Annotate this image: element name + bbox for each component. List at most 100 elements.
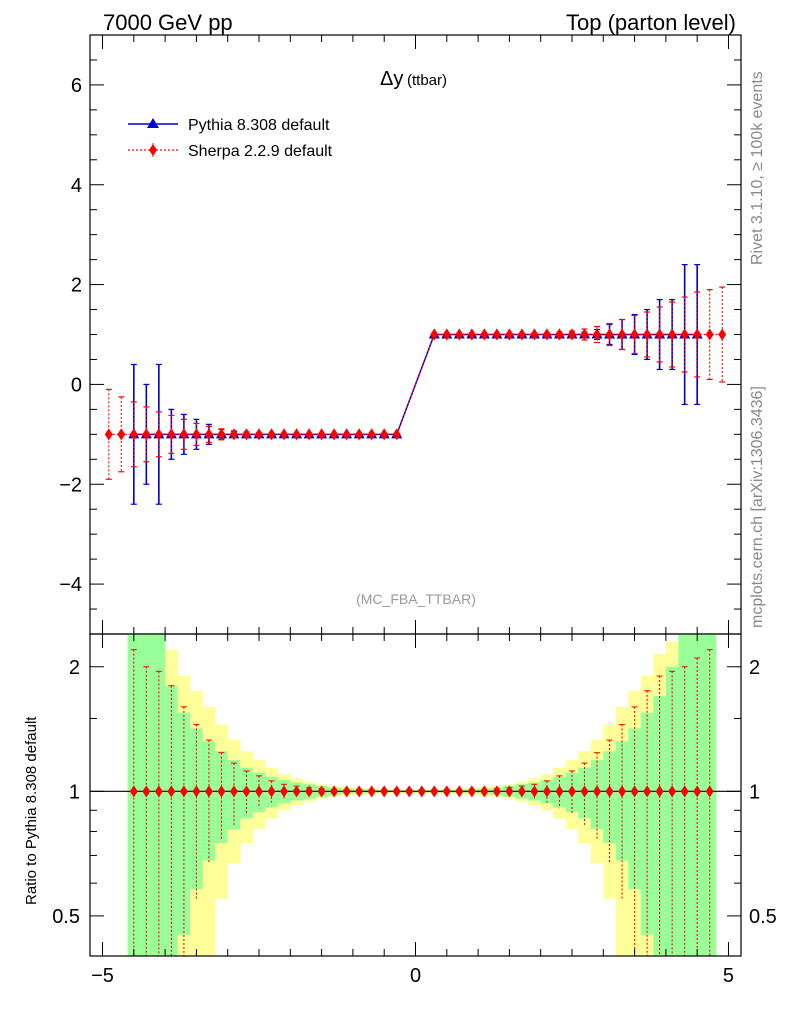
ratio-point-sherpa <box>192 785 201 798</box>
ratio-point-sherpa <box>668 785 677 798</box>
site-reference-label: mcplots.cern.ch [arXiv:1306.3436] <box>749 386 766 628</box>
ratio-point-sherpa <box>129 785 138 798</box>
data-point-sherpa <box>718 328 727 341</box>
data-point-sherpa <box>267 428 276 441</box>
y-tick-label: 6 <box>71 75 82 97</box>
ratio-panel: 0.5 0.5 1 1 2 2 −5 0 5 Ratio to Pythia 8.308 def… <box>23 633 777 987</box>
data-point-sherpa <box>467 328 476 341</box>
data-point-sherpa <box>179 428 188 441</box>
analysis-watermark: (MC_FBA_TTBAR) <box>356 591 476 607</box>
legend-entry-sherpa: Sherpa 2.2.9 default <box>128 143 333 160</box>
x-tick-label: 0 <box>410 965 421 987</box>
ratio-point-sherpa <box>705 785 714 798</box>
x-tick-label: −5 <box>91 965 114 987</box>
ratio-point-sherpa <box>618 785 627 798</box>
data-point-sherpa <box>154 428 163 441</box>
data-point-sherpa <box>530 328 539 341</box>
legend-marker-pythia <box>147 118 159 128</box>
data-point-sherpa <box>217 428 226 441</box>
legend-entry-pythia: Pythia 8.308 default <box>128 117 330 134</box>
main-axis-ticks: −4 −2 0 2 4 6 <box>59 34 741 635</box>
ratio-y-tick-label-right: 2 <box>749 657 760 679</box>
ratio-y-tick-label-right: 1 <box>749 781 760 803</box>
data-point-sherpa <box>580 328 589 341</box>
ratio-point-sherpa <box>154 785 163 798</box>
legend-marker-sherpa <box>149 144 157 156</box>
data-point-sherpa <box>492 328 501 341</box>
ratio-point-sherpa <box>242 785 251 798</box>
uncertainty-band-green <box>653 695 667 956</box>
data-point-sherpa <box>330 428 339 441</box>
uncertainty-band-green <box>690 634 704 956</box>
ratio-point-sherpa <box>630 785 639 798</box>
data-point-sherpa <box>455 328 464 341</box>
data-point-sherpa <box>104 428 113 441</box>
data-point-sherpa <box>542 328 551 341</box>
data-point-sherpa <box>167 428 176 441</box>
ratio-point-sherpa <box>417 785 426 798</box>
legend: Pythia 8.308 default Sherpa 2.2.9 defaul… <box>128 117 333 160</box>
process-label: Top (parton level) <box>566 10 736 35</box>
ratio-point-sherpa <box>229 785 238 798</box>
ratio-point-sherpa <box>593 785 602 798</box>
rivet-version-label: Rivet 3.1.10, ≥ 100k events <box>749 71 766 265</box>
series-line-sherpa <box>108 333 723 435</box>
data-point-sherpa <box>593 328 602 341</box>
main-panel: −4 −2 0 2 4 6 Δy (ttbar) (MC_FBA_TTBAR) Pythi… <box>59 34 742 635</box>
y-tick-label: 0 <box>71 374 82 396</box>
x-tick-label: 5 <box>723 965 734 987</box>
main-plot-content <box>104 264 727 505</box>
ratio-point-sherpa <box>280 785 289 798</box>
data-point-sherpa <box>292 428 301 441</box>
ratio-point-sherpa <box>567 785 576 798</box>
data-point-sherpa <box>380 428 389 441</box>
plot-title: Δy <box>380 68 403 90</box>
data-point-sherpa <box>618 328 627 341</box>
data-point-sherpa <box>655 328 664 341</box>
ratio-point-sherpa <box>367 785 376 798</box>
data-point-sherpa <box>229 428 238 441</box>
ratio-point-sherpa <box>330 785 339 798</box>
ratio-point-sherpa <box>430 785 439 798</box>
ratio-y-axis-label: Ratio to Pythia 8.308 default <box>23 716 40 905</box>
ratio-point-sherpa <box>179 785 188 798</box>
data-point-sherpa <box>668 328 677 341</box>
ratio-point-sherpa <box>643 785 652 798</box>
ratio-point-sherpa <box>455 785 464 798</box>
y-tick-label: 2 <box>71 275 82 297</box>
data-point-sherpa <box>305 428 314 441</box>
ratio-point-sherpa <box>255 785 264 798</box>
uncertainty-band-green <box>165 685 179 956</box>
data-point-sherpa <box>342 428 351 441</box>
data-point-sherpa <box>280 428 289 441</box>
data-point-sherpa <box>355 428 364 441</box>
ratio-point-sherpa <box>505 785 514 798</box>
data-point-sherpa <box>705 328 714 341</box>
energy-label: 7000 GeV pp <box>103 10 233 35</box>
data-point-sherpa <box>480 328 489 341</box>
ratio-point-sherpa <box>480 785 489 798</box>
ratio-point-sherpa <box>580 785 589 798</box>
ratio-y-tick-label: 2 <box>69 657 80 679</box>
ratio-point-sherpa <box>405 785 414 798</box>
ratio-point-sherpa <box>492 785 501 798</box>
ratio-point-sherpa <box>605 785 614 798</box>
ratio-point-sherpa <box>317 785 326 798</box>
data-point-sherpa <box>605 328 614 341</box>
data-point-sherpa <box>317 428 326 441</box>
data-point-sherpa <box>142 428 151 441</box>
ratio-point-sherpa <box>392 785 401 798</box>
ratio-point-sherpa <box>292 785 301 798</box>
ratio-point-sherpa <box>342 785 351 798</box>
data-point-sherpa <box>555 328 564 341</box>
data-point-sherpa <box>204 428 213 441</box>
data-point-sherpa <box>392 428 401 441</box>
ratio-y-tick-label: 0.5 <box>52 906 80 928</box>
data-point-sherpa <box>242 428 251 441</box>
ratio-point-sherpa <box>217 785 226 798</box>
data-point-sherpa <box>505 328 514 341</box>
data-point-sherpa <box>192 428 201 441</box>
y-tick-label: 4 <box>71 175 82 197</box>
ratio-point-sherpa <box>517 785 526 798</box>
